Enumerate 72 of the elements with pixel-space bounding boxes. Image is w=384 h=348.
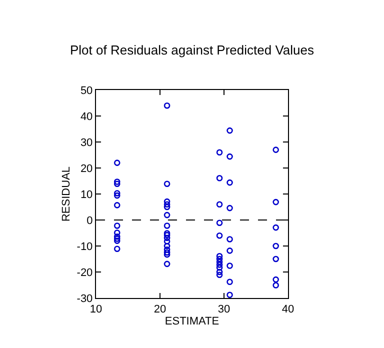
x-axis-title: ESTIMATE — [164, 316, 220, 328]
point — [216, 258, 223, 266]
point — [164, 246, 170, 253]
x-tick-label: 30 — [218, 303, 230, 316]
y-tick-label: -30 — [76, 292, 93, 305]
point — [164, 212, 170, 218]
y-tick-label: -10 — [76, 240, 93, 253]
point — [226, 179, 233, 186]
y-tick-label: 0 — [86, 214, 93, 227]
y-tick-label: 40 — [80, 110, 93, 123]
point — [114, 230, 120, 236]
point — [216, 272, 223, 278]
point — [114, 238, 120, 244]
point — [216, 262, 223, 268]
point — [216, 174, 223, 182]
point — [226, 236, 233, 242]
point — [114, 236, 120, 242]
point — [164, 232, 170, 238]
x-tick-label: 40 — [282, 303, 294, 316]
point — [164, 238, 170, 244]
point — [216, 252, 223, 260]
y-tick-label: 30 — [80, 136, 93, 149]
point — [216, 201, 223, 208]
point — [164, 180, 170, 188]
point — [272, 242, 279, 250]
y-tick-label: 50 — [80, 84, 93, 97]
point — [114, 160, 120, 166]
point — [114, 178, 120, 185]
point — [164, 242, 170, 250]
point — [226, 127, 233, 134]
point — [114, 222, 120, 229]
point — [164, 234, 170, 242]
point — [216, 232, 223, 239]
point — [164, 204, 170, 210]
point — [114, 246, 120, 252]
point — [164, 251, 170, 258]
chart-title: Plot of Residuals against Predicted Values — [70, 42, 314, 58]
point — [226, 248, 233, 254]
point — [114, 233, 120, 240]
point — [272, 256, 279, 262]
point — [272, 224, 279, 231]
y-tick-label: -20 — [76, 266, 93, 279]
x-tick-label: 10 — [90, 303, 102, 316]
point — [114, 202, 120, 208]
y-tick-label: 10 — [80, 188, 93, 201]
point — [114, 192, 120, 199]
point — [272, 198, 279, 206]
point — [164, 230, 170, 236]
point — [216, 264, 223, 271]
point — [164, 201, 170, 208]
point — [272, 146, 279, 153]
x-tick-label: 20 — [154, 303, 166, 316]
point — [164, 260, 170, 268]
point — [272, 276, 279, 283]
y-axis-title: RESIDUAL — [60, 166, 72, 222]
point — [226, 278, 233, 286]
point — [164, 249, 170, 256]
point — [226, 153, 233, 160]
point — [216, 268, 223, 276]
point — [114, 180, 120, 188]
point — [226, 204, 233, 212]
point — [216, 220, 223, 226]
point — [226, 262, 233, 269]
y-tick-label: 20 — [80, 162, 93, 175]
point — [164, 222, 170, 229]
point — [216, 149, 223, 156]
point — [272, 282, 279, 288]
point — [226, 292, 233, 298]
point — [164, 102, 170, 109]
point — [114, 190, 120, 196]
point — [216, 256, 223, 262]
point — [164, 198, 170, 205]
